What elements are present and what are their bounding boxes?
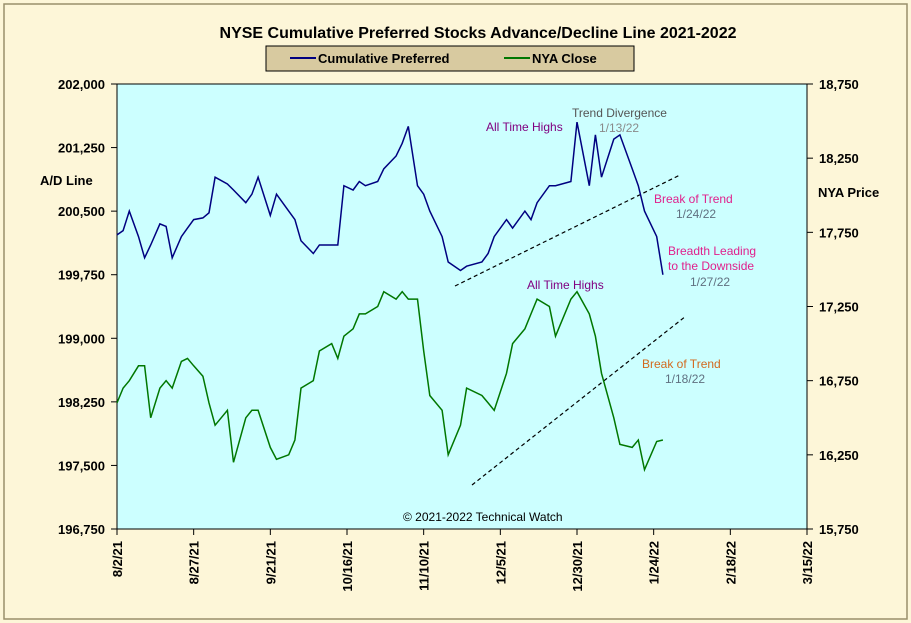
chart-title: NYSE Cumulative Preferred Stocks Advance… xyxy=(220,25,737,42)
y-left-tick-label: 199,750 xyxy=(58,268,105,283)
annotation-break-of-trend-breadth-date: 1/24/22 xyxy=(676,207,716,221)
x-tick-label: 3/15/22 xyxy=(800,541,815,584)
annotation-break-of-trend-price-date: 1/18/22 xyxy=(665,372,705,386)
x-tick-label: 8/2/21 xyxy=(110,541,125,577)
y-right-tick-label: 17,250 xyxy=(819,300,859,315)
y-axis-right-title: NYA Price xyxy=(818,185,879,200)
y-right-tick-label: 17,750 xyxy=(819,225,859,240)
trendline-price xyxy=(471,315,687,486)
x-tick-label: 12/5/21 xyxy=(493,541,508,584)
y-right-tick-label: 18,750 xyxy=(819,77,859,92)
plot-area xyxy=(116,83,808,530)
annotation-break-of-trend-breadth: Break of Trend xyxy=(654,192,733,206)
annotation-breadth-leading-date: 1/27/22 xyxy=(690,275,730,289)
y-right-tick-label: 16,750 xyxy=(819,374,859,389)
y-left-tick-label: 202,000 xyxy=(58,77,105,92)
annotation-all-time-highs-price: All Time Highs xyxy=(527,278,604,292)
y-right-tick-label: 18,250 xyxy=(819,151,859,166)
annotation-trend-divergence: Trend Divergence xyxy=(572,106,667,120)
x-tick-label: 11/10/21 xyxy=(417,541,432,591)
y-axis-right: 15,750 16,250 16,750 17,250 17,750 18,250 18,7… xyxy=(807,77,859,537)
annotation-break-of-trend-price: Break of Trend xyxy=(642,357,721,371)
y-left-tick-label: 197,500 xyxy=(58,458,105,473)
x-tick-label: 1/24/22 xyxy=(647,541,662,584)
x-tick-label: 10/16/21 xyxy=(340,541,355,592)
y-right-tick-label: 16,250 xyxy=(819,448,859,463)
y-axis-left: 196,750 197,500 198,250 199,000 199,750 200,5… xyxy=(58,77,117,537)
legend-label-cumulative-preferred: Cumulative Preferred xyxy=(318,51,450,66)
y-left-tick-label: 198,250 xyxy=(58,395,105,410)
x-tick-label: 8/27/21 xyxy=(187,541,202,584)
y-right-tick-label: 15,750 xyxy=(819,522,859,537)
y-left-tick-label: 199,000 xyxy=(58,331,105,346)
x-tick-label: 2/18/22 xyxy=(723,541,738,584)
y-axis-left-title: A/D Line xyxy=(40,173,93,188)
x-tick-label: 9/21/21 xyxy=(263,541,278,584)
series-line-nya-close xyxy=(116,290,664,473)
annotation-breadth-leading: Breadth Leading xyxy=(668,244,756,258)
series-line-cumulative-preferred xyxy=(116,121,664,275)
copyright: © 2021-2022 Technical Watch xyxy=(403,510,563,524)
legend-label-nya-close: NYA Close xyxy=(532,51,597,66)
annotation-trend-divergence-date: 1/13/22 xyxy=(599,121,639,135)
annotation-all-time-highs-breadth: All Time Highs xyxy=(486,120,563,134)
x-axis: 8/2/21 8/27/21 9/21/21 10/16/21 11/10/21 12/5… xyxy=(110,529,815,592)
y-left-tick-label: 201,250 xyxy=(58,141,105,156)
y-left-tick-label: 200,500 xyxy=(58,204,105,219)
x-tick-label: 12/30/21 xyxy=(570,541,585,592)
y-left-tick-label: 196,750 xyxy=(58,522,105,537)
legend-box xyxy=(265,45,635,72)
legend: Cumulative Preferred NYA Close xyxy=(265,45,635,72)
annotation-to-the-downside: to the Downside xyxy=(668,259,754,273)
